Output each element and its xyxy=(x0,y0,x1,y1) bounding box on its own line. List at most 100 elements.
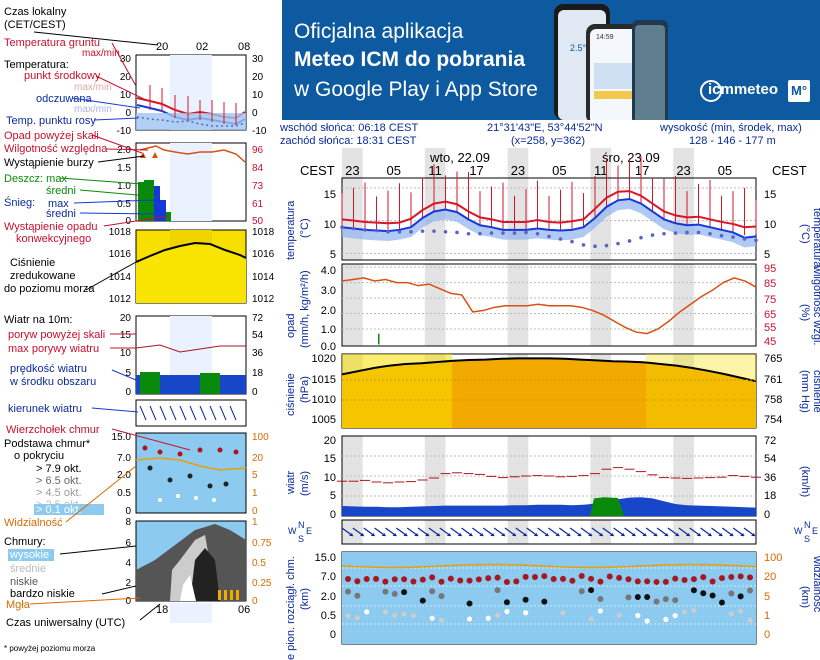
legend-pres-right-1016: 1016 xyxy=(252,249,275,260)
legend-wind-right-72: 72 xyxy=(252,313,264,324)
cloud-base-dot-high xyxy=(644,578,651,585)
dew-point-dot xyxy=(558,237,563,241)
legend-temp-left-20: 20 xyxy=(120,72,132,83)
wind-direction-arrowhead xyxy=(446,533,451,536)
cloud-base-dot-high xyxy=(569,577,576,584)
pres-axis-unit-r: (mm Hg) xyxy=(799,370,811,413)
night-band xyxy=(342,520,363,544)
cloud-base-dot-high xyxy=(475,576,482,583)
cloud-base-dot-low xyxy=(504,608,510,615)
cloud-base-dot-mid xyxy=(429,588,436,595)
app-promo-banner[interactable]: Oficjalna aplikacja Meteo ICM do pobrani… xyxy=(282,0,820,120)
cloud-base-dot-mid xyxy=(625,594,632,601)
legend-pres-left-1016: 1016 xyxy=(109,249,132,260)
cloud-base-dot-high xyxy=(513,578,520,585)
cloud-base-dot-high xyxy=(522,573,529,580)
cloud-base-dot-low xyxy=(485,615,491,621)
cloud-base-dot-mid xyxy=(747,587,753,594)
temp-tick-15: 15 xyxy=(324,189,336,201)
legend-cbase-left-05: 0.5 xyxy=(117,488,131,499)
hour-label: 23 xyxy=(345,163,359,178)
legend-temp-right-20: 20 xyxy=(252,72,264,83)
pres-axis-title-r: ciśnienie xyxy=(811,370,820,413)
rain-mean-label: średni xyxy=(46,185,76,197)
hum-tick-75: 75 xyxy=(764,294,776,306)
dew-point-dot xyxy=(409,229,413,234)
prec-tick-0: 0.0 xyxy=(321,341,336,353)
vis-tick-100: 100 xyxy=(764,552,782,564)
pres-axis-title: ciśnienie xyxy=(285,373,297,416)
banner-line-1: Oficjalna aplikacja xyxy=(294,20,464,43)
tz-label-left: CEST xyxy=(300,163,335,178)
snow-max-label: max xyxy=(48,198,69,210)
vis-tick-20: 20 xyxy=(764,571,776,583)
dew-point-dot xyxy=(340,225,344,229)
wind-direction-arrowhead xyxy=(457,533,462,536)
legend-vis-right-100: 100 xyxy=(252,432,269,443)
convective-label: Wystąpienie opadu xyxy=(4,221,98,233)
cloud-base-dot-high xyxy=(457,577,464,584)
feels-like-label: odczuwana xyxy=(36,93,92,105)
cloud-base-dot-mid xyxy=(690,587,697,594)
legend-hum-right-96: 96 xyxy=(252,145,264,156)
clouds-legend-label: Chmury: xyxy=(4,536,46,548)
cloud-base-dot-low xyxy=(410,613,417,619)
cloud-base-dot-low xyxy=(560,610,566,616)
pressure-legend-label-3: do poziomu morza xyxy=(4,283,95,295)
wind-tick-r-36: 36 xyxy=(764,472,776,484)
wind-direction-arrowhead xyxy=(359,533,364,536)
wind-direction-arrowhead xyxy=(609,533,614,536)
dew-point-dot xyxy=(731,235,735,239)
pressure-line xyxy=(341,357,757,383)
cloud-base-dot-low xyxy=(588,616,594,622)
temp-tick-r-10: 10 xyxy=(764,219,776,231)
cloud-base-dot-low xyxy=(616,612,622,618)
cloud-base-dot-high xyxy=(662,578,669,585)
dew-point-dot xyxy=(374,228,379,233)
legend-wind-right-0: 0 xyxy=(252,387,258,398)
cloud-base-dot-low xyxy=(681,609,688,615)
temp-tick-r-5: 5 xyxy=(764,249,770,261)
cloud-base-dot-high xyxy=(531,574,538,581)
temp-axis-title-r: temperatura xyxy=(811,208,820,268)
fog-label: Mgła xyxy=(6,599,30,611)
cloud-base-dot-mid xyxy=(737,593,744,600)
cloud-base-dot-low xyxy=(345,613,351,619)
cloud-base-dot-high xyxy=(588,575,595,582)
legend-fog-right-0: 0 xyxy=(252,596,258,607)
cloud-base-dot-high xyxy=(578,573,585,580)
day-label-2: śro, 23.09 xyxy=(602,150,660,165)
compass-s-left: S xyxy=(298,534,304,544)
legend-hum-right-61: 61 xyxy=(252,199,264,210)
dew-point-dot xyxy=(719,233,724,238)
cloud-base-dot-high xyxy=(625,576,632,583)
wind-direction-arrowhead xyxy=(555,533,560,536)
dew-point-dot xyxy=(593,244,597,249)
legend-pres-right-1012: 1012 xyxy=(252,294,275,305)
header-band xyxy=(466,148,487,178)
cloud-base-dot-high xyxy=(737,573,744,580)
legend-temp-right-0: 0 xyxy=(252,108,258,119)
legend-cbase-left-15: 15.0 xyxy=(112,432,132,443)
wind-direction-arrowhead xyxy=(490,533,495,536)
max-gust-label: max porywy wiatru xyxy=(8,343,100,355)
header-band xyxy=(673,148,694,178)
wind-tick-15: 15 xyxy=(324,453,336,465)
legend-cloud-left-6: 6 xyxy=(125,538,131,549)
cloud-base-dot-high xyxy=(485,575,492,582)
wind-direction-arrowhead xyxy=(620,533,625,536)
compass-e-left: E xyxy=(306,526,312,536)
cloud-base-dot-mid xyxy=(644,593,651,600)
cloud-base-dot-high xyxy=(447,575,454,582)
header-band xyxy=(424,148,446,178)
wind-direction-arrowhead xyxy=(435,533,440,536)
night-band xyxy=(342,178,363,260)
cloud-base-dot-high xyxy=(606,573,613,580)
cloud-base-dot-high xyxy=(728,573,735,580)
cbase-axis-title: e pion. rozciągł. chm. xyxy=(285,556,297,660)
legend-prec-left-2: 2.0 xyxy=(117,145,131,156)
hour-label: 17 xyxy=(635,163,649,178)
cloud-base-dot-low xyxy=(691,607,697,614)
cloud-base-dot-low xyxy=(644,618,650,624)
temp-midpoint-label: punkt środkowy xyxy=(24,70,101,82)
